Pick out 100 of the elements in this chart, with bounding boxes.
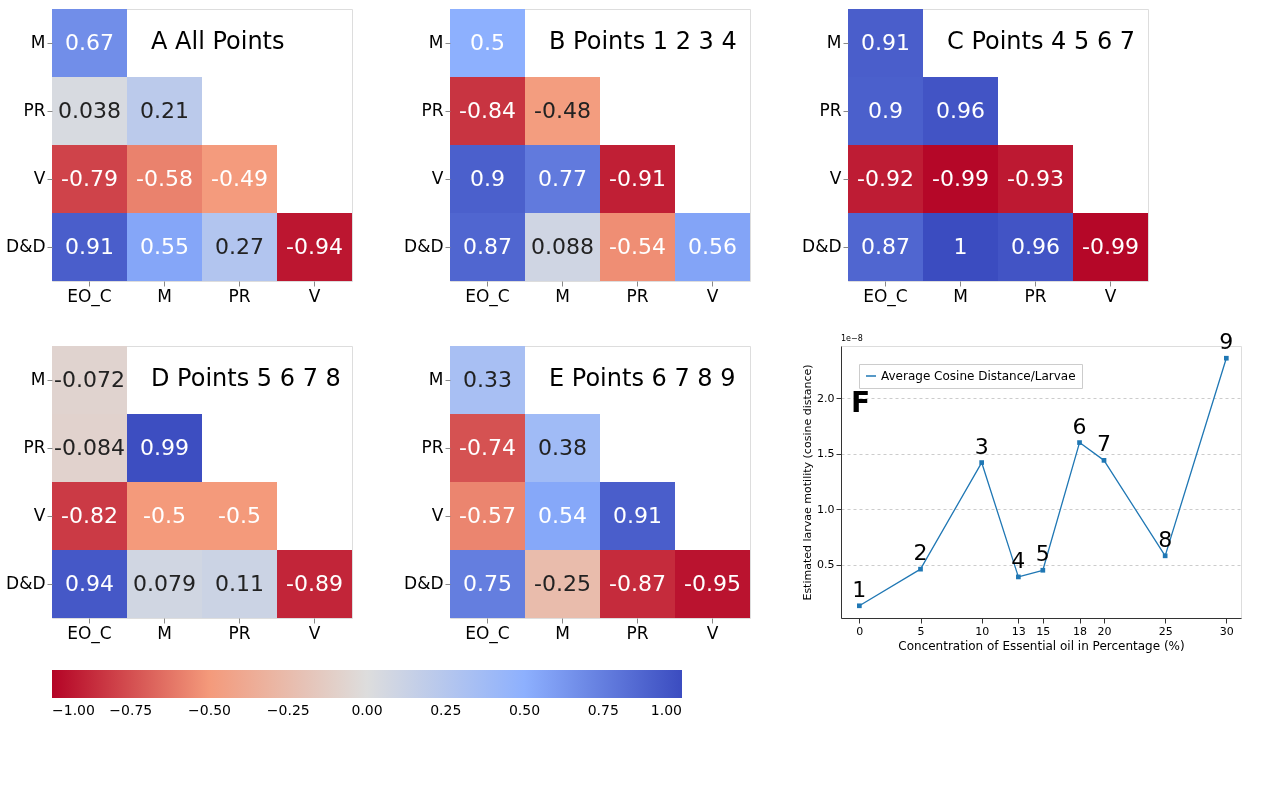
annotation: 2 — [913, 540, 928, 566]
x-tick-label: PR — [626, 622, 649, 643]
annotation: 9 — [1219, 329, 1234, 355]
x-tick-label: 25 — [1158, 624, 1173, 638]
y-tick-label: 0.5 — [817, 558, 835, 572]
text: A All Points — [151, 26, 285, 55]
x-tick-label: M — [157, 622, 172, 643]
data-label: -0.94 — [286, 234, 343, 259]
data-label: -0.58 — [136, 166, 193, 191]
color-bar-label: 0.00 — [351, 702, 383, 718]
y-tick-label: M — [30, 369, 46, 389]
x-tick-label: 20 — [1097, 624, 1112, 638]
data-label: 0.5 — [470, 30, 505, 55]
color-bar-label: −0.25 — [266, 702, 310, 718]
point — [1016, 574, 1021, 580]
x-tick-label: V — [308, 285, 321, 306]
legend-label: Average Cosine Distance/Larvae — [881, 369, 1076, 383]
y-tick-label: M — [428, 32, 444, 52]
data-label: -0.84 — [459, 98, 516, 123]
x-tick-label: PR — [228, 285, 251, 306]
data-label: 0.96 — [936, 98, 985, 123]
data-label: 0.67 — [65, 30, 114, 55]
color-bar-label: 1.00 — [650, 702, 682, 718]
data-label: 0.96 — [1011, 234, 1060, 259]
annotation: 7 — [1097, 431, 1111, 457]
data-label: 0.55 — [140, 234, 189, 259]
y-tick-label: V — [829, 168, 842, 188]
x-tick-label: 30 — [1219, 624, 1234, 638]
data-label: 0.38 — [538, 435, 587, 460]
point — [1101, 458, 1107, 463]
y-tick-label: D&D — [6, 573, 46, 593]
text: B Points 1 2 3 4 — [549, 26, 737, 55]
color-bar-label: −0.50 — [188, 702, 231, 718]
y-tick-label: PR — [819, 100, 842, 120]
data-label: -0.99 — [1082, 234, 1139, 259]
annotation: 5 — [1035, 541, 1050, 567]
y-tick-label: PR — [421, 100, 444, 120]
data-label: 0.9 — [470, 166, 505, 191]
y-tick-label: V — [33, 168, 46, 188]
data-label: -0.91 — [609, 166, 666, 191]
x-tick-label: M — [157, 285, 172, 306]
x-tick-label: EO_C — [67, 622, 112, 644]
point — [1040, 567, 1046, 573]
data-label: -0.79 — [61, 166, 118, 191]
data-label: -0.48 — [534, 98, 591, 123]
x-tick-label: V — [706, 622, 719, 643]
x-tick-label: PR — [1024, 285, 1047, 306]
data-label: -0.93 — [1007, 166, 1064, 191]
data-label: -0.49 — [211, 166, 268, 191]
x-tick-label: EO_C — [465, 285, 510, 307]
data-label: -0.072 — [54, 367, 125, 392]
text: 1e−8 — [841, 334, 863, 343]
y-tick-label: V — [431, 505, 444, 525]
x-tick-label: M — [953, 285, 968, 306]
data-label: 0.91 — [861, 30, 910, 55]
annotation: 6 — [1072, 413, 1087, 439]
point — [1223, 355, 1229, 361]
x-tick-label: V — [706, 285, 719, 306]
data-label: -0.92 — [857, 166, 914, 191]
annotation: 8 — [1158, 526, 1173, 552]
annotation: 3 — [974, 433, 989, 459]
y-tick-label: 1.0 — [817, 502, 835, 516]
data-label: -0.084 — [54, 435, 125, 460]
data-label: -0.5 — [143, 503, 186, 528]
annotation: 1 — [852, 576, 867, 602]
y-tick-label: M — [826, 32, 842, 52]
data-label: 0.91 — [65, 234, 114, 259]
x-tick-label: EO_C — [863, 285, 908, 307]
data-label: -0.74 — [459, 435, 516, 460]
text: E Points 6 7 8 9 — [549, 363, 736, 392]
y-tick-label: D&D — [802, 236, 842, 256]
data-label: -0.57 — [459, 503, 516, 528]
y-tick-label: PR — [421, 437, 444, 457]
x-tick-label: V — [308, 622, 321, 643]
x-tick-label: 15 — [1036, 624, 1051, 638]
x-tick-label: 0 — [856, 624, 864, 638]
data-label: -0.5 — [218, 503, 261, 528]
data-label: 0.088 — [531, 234, 594, 259]
data-label: 0.038 — [58, 98, 121, 123]
color-bar-label: −0.75 — [109, 702, 153, 718]
data-label: 0.33 — [463, 367, 512, 392]
x-tick-label: V — [1104, 285, 1117, 306]
annotation: F — [851, 386, 871, 419]
data-label: -0.99 — [932, 166, 989, 191]
y-tick-label: PR — [23, 100, 46, 120]
x-tick-label: 10 — [975, 624, 990, 638]
text: C Points 4 5 6 7 — [947, 26, 1136, 55]
x-tick-label: EO_C — [67, 285, 112, 307]
x-tick-label: M — [555, 622, 570, 643]
y-tick-label: D&D — [404, 236, 444, 256]
point — [1077, 440, 1082, 445]
y-tick-label: D&D — [6, 236, 46, 256]
data-label: 0.75 — [463, 571, 512, 596]
point — [918, 566, 923, 572]
data-label: 0.87 — [463, 234, 512, 259]
data-label: 0.87 — [861, 234, 910, 259]
color-bar-label: 0.75 — [587, 702, 619, 718]
y-tick-label: 1.5 — [817, 447, 835, 461]
data-label: 0.11 — [215, 571, 264, 596]
x-tick-label: 13 — [1011, 624, 1026, 638]
